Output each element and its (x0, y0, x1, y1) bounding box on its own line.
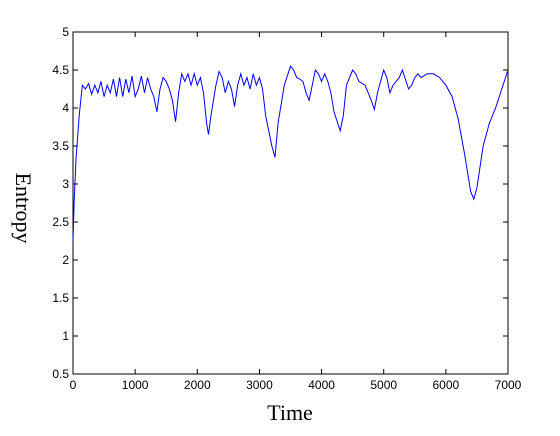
x-tick-label: 5000 (370, 378, 397, 392)
y-tick-label: 1.5 (52, 291, 69, 305)
x-tick-label: 4000 (308, 378, 335, 392)
y-tick-label: 3 (62, 177, 69, 191)
y-axis-label: Entropy (11, 173, 36, 244)
y-tick-label: 2.5 (52, 215, 69, 229)
y-tick-label: 5 (62, 25, 69, 39)
y-tick-label: 0.5 (52, 367, 69, 381)
y-tick-label: 3.5 (52, 139, 69, 153)
data-line (72, 65, 509, 242)
plot-frame (72, 31, 509, 375)
x-tick-label: 1000 (122, 378, 149, 392)
x-tick-label: 3000 (246, 378, 273, 392)
x-tick-label: 6000 (433, 378, 460, 392)
x-tick-label: 0 (70, 378, 77, 392)
x-axis-label: Time (267, 400, 313, 425)
y-tick-label: 1 (62, 329, 69, 343)
y-tick-label: 2 (62, 253, 69, 267)
y-tick-label: 4.5 (52, 63, 69, 77)
y-tick-label: 4 (62, 101, 69, 115)
x-tick-label: 7000 (495, 378, 522, 392)
x-tick-label: 2000 (184, 378, 211, 392)
